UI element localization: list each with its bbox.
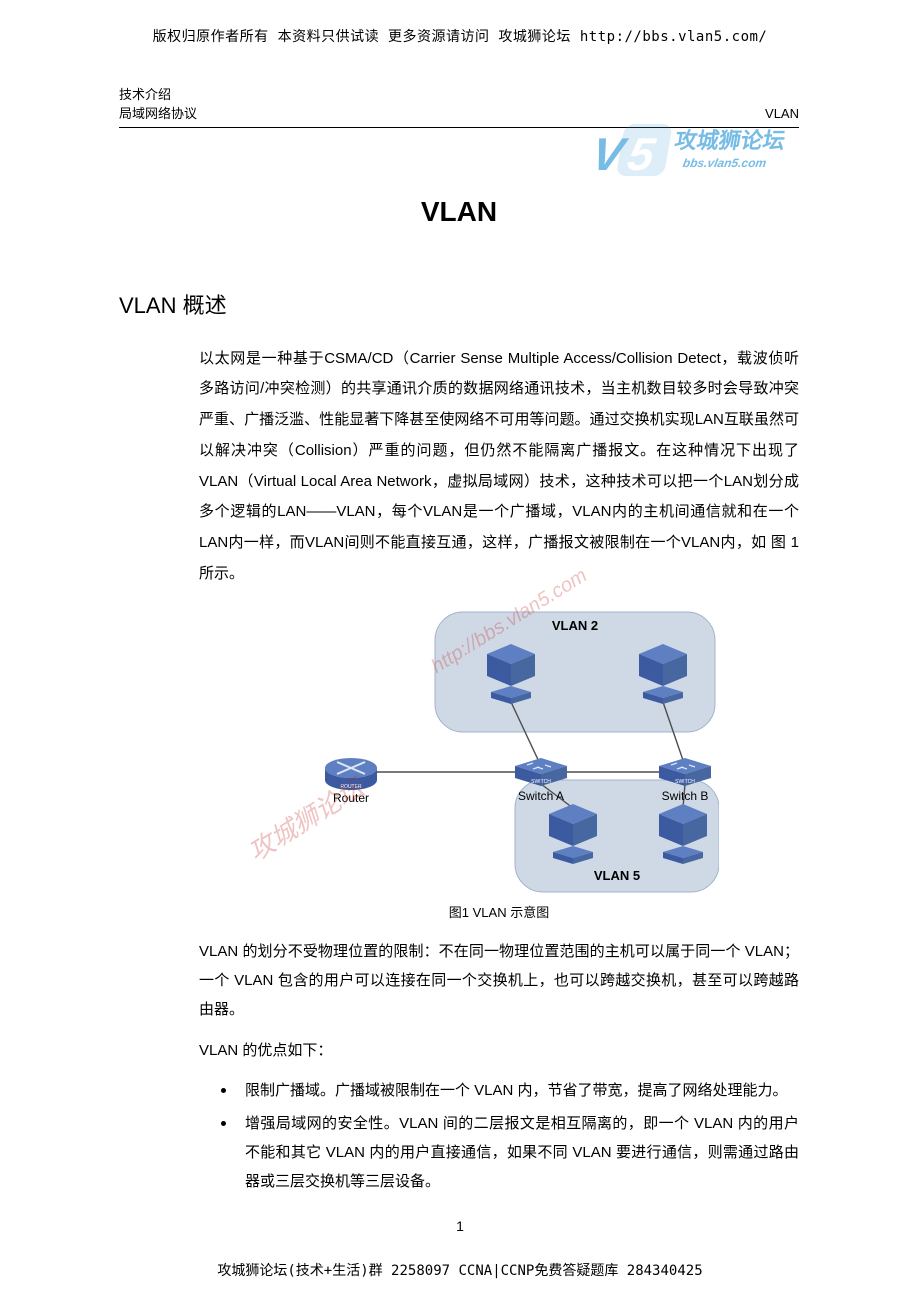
footer-text: 攻城狮论坛(技术+生活)群 2258097 CCNA|CCNP免费答疑题库 28… <box>0 1260 920 1280</box>
list-item: 增强局域网的安全性。VLAN 间的二层报文是相互隔离的，即一个 VLAN 内的用… <box>217 1109 799 1197</box>
svg-text:bbs.vlan5.com: bbs.vlan5.com <box>682 156 768 170</box>
svg-text:Switch A: Switch A <box>518 789 564 803</box>
paragraph-2: VLAN 的划分不受物理位置的限制：不在同一物理位置范围的主机可以属于同一个 V… <box>199 937 799 1025</box>
doc-meta: 技术介绍 局域网络协议 VLAN <box>119 86 799 128</box>
figure-1: VLAN 2 VLAN 5 ROUTERRouter Switch A SWITCH Sw… <box>199 604 799 921</box>
svg-text:ROUTER: ROUTER <box>340 784 362 790</box>
advantages-list: 限制广播域。广播域被限制在一个 VLAN 内，节省了带宽，提高了网络处理能力。 … <box>217 1076 799 1197</box>
svg-text:攻城狮论坛: 攻城狮论坛 <box>673 128 787 153</box>
meta-right: VLAN <box>765 105 799 124</box>
svg-text:V: V <box>588 128 632 180</box>
svg-text:Router: Router <box>333 791 369 805</box>
page-body: 技术介绍 局域网络协议 VLAN V 5 攻城狮论坛 bbs.vlan5.com… <box>119 86 799 1201</box>
vlan-diagram: VLAN 2 VLAN 5 ROUTERRouter Switch A SWITCH Sw… <box>279 604 719 894</box>
svg-text:SWITCH: SWITCH <box>675 779 695 785</box>
svg-text:VLAN 5: VLAN 5 <box>594 868 640 883</box>
paragraph-3: VLAN 的优点如下： <box>199 1036 799 1065</box>
paragraph-1: 以太网是一种基于CSMA/CD（Carrier Sense Multiple A… <box>199 344 799 590</box>
header-copyright: 版权归原作者所有 本资料只供试读 更多资源请访问 攻城狮论坛 http://bb… <box>0 26 920 46</box>
section-heading: VLAN 概述 <box>119 288 799 320</box>
svg-text:Switch B: Switch B <box>662 789 709 803</box>
figure-caption: 图1 VLAN 示意图 <box>449 902 549 921</box>
list-item: 限制广播域。广播域被限制在一个 VLAN 内，节省了带宽，提高了网络处理能力。 <box>217 1076 799 1105</box>
svg-text:VLAN 2: VLAN 2 <box>552 618 598 633</box>
svg-text:SWITCH: SWITCH <box>531 779 551 785</box>
meta-left: 局域网络协议 <box>119 105 197 124</box>
doc-title: VLAN <box>119 196 799 228</box>
svg-text:5: 5 <box>624 128 660 180</box>
meta-line1: 技术介绍 <box>119 86 799 105</box>
page-number: 1 <box>0 1218 920 1234</box>
